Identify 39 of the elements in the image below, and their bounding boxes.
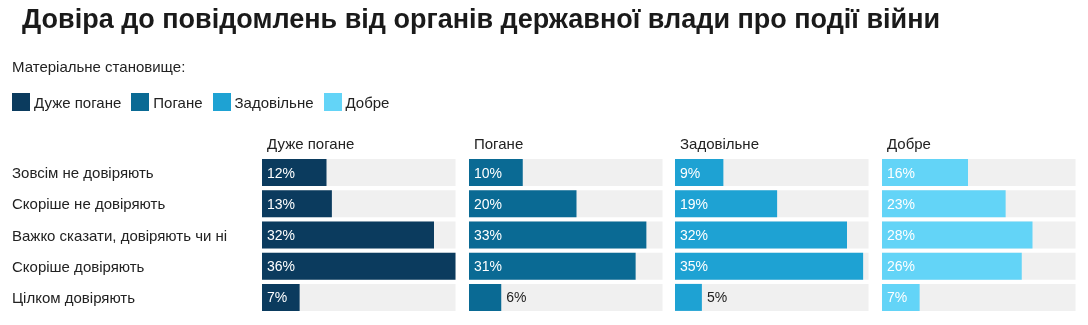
data-label: 32% [680, 227, 709, 243]
data-label: 32% [267, 227, 296, 243]
data-label: 35% [680, 258, 709, 275]
text: Довіра до повідомлень від органів державної влади про події війни [22, 4, 941, 35]
data-label: 6% [505, 289, 526, 306]
legend-title: Матеріальне становище: [12, 58, 186, 75]
y-tick-label: Скоріше довіряють [12, 257, 145, 275]
chart-title: Погане [473, 135, 523, 152]
data-label: 28% [886, 227, 915, 243]
data-label: 16% [886, 164, 915, 181]
data-label: 12% [267, 164, 296, 181]
category-label: Погане [153, 93, 203, 111]
data-label: 5% [706, 289, 728, 306]
chart-title: Добре [886, 135, 931, 152]
data-label: 19% [680, 195, 709, 212]
data-label: 7% [886, 289, 907, 306]
chart-title: Дуже погане [267, 135, 355, 152]
data-label: 36% [267, 258, 296, 275]
y-tick-label: Цілком довіряють [12, 288, 136, 306]
bar [881, 283, 920, 311]
data-label: 20% [473, 195, 502, 212]
data-label: 33% [473, 227, 502, 243]
category-label: Дуже погане [34, 93, 122, 111]
bar [468, 283, 501, 311]
data-label: 31% [473, 258, 502, 275]
data-label: 7% [267, 289, 288, 306]
category-label: Добре [345, 93, 390, 111]
y-tick-label: Скоріше не довіряють [12, 195, 166, 213]
chart-title: Задовільне [680, 135, 759, 152]
bar [675, 283, 702, 311]
data-label: 9% [680, 164, 701, 181]
bar [262, 283, 300, 311]
data-label: 26% [886, 258, 915, 275]
y-tick-label: Важко сказати, довіряють чи ні [12, 226, 228, 244]
category-label: Задовільне [234, 93, 314, 111]
data-label: 10% [473, 164, 502, 181]
y-tick-label: Зовсім не довіряють [12, 164, 154, 182]
data-label: 13% [267, 195, 296, 212]
data-label: 23% [886, 195, 915, 212]
